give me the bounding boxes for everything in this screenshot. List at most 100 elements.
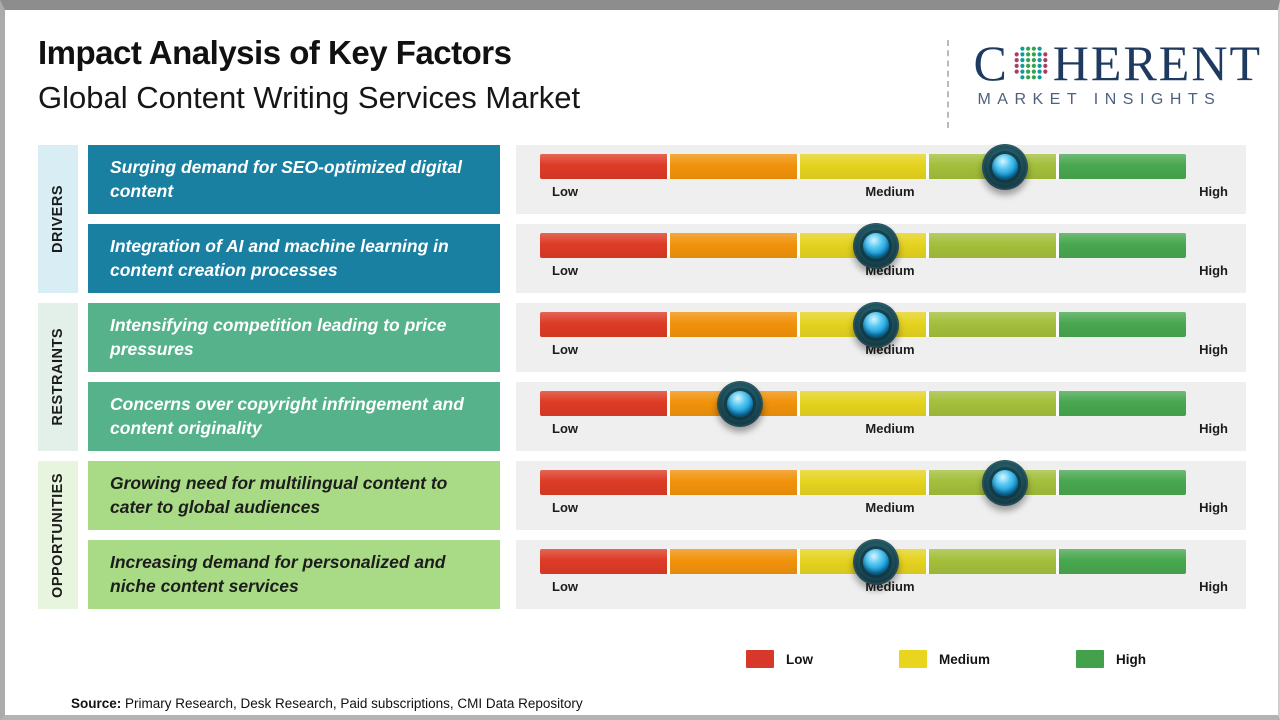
dashed-divider [947,40,950,128]
brand-logo: C HERENT MARKET INSIGHTS [947,38,1262,128]
impact-scale-bar [540,470,1186,495]
scale-label-low: Low [552,500,578,515]
marker-core [992,153,1019,180]
group-opportunities: OPPORTUNITIES Growing need for multiling… [38,459,1246,609]
category-strip-drivers: DRIVERS [38,145,78,293]
impact-scale-bar [540,549,1186,574]
impact-slider-marker[interactable] [982,143,1029,190]
scale-label-high: High [1199,263,1228,278]
scale-segment [666,312,797,337]
scale-label-medium: Medium [865,579,915,594]
factor-text: Growing need for multilingual content to… [110,473,448,517]
scale-label-high: High [1199,342,1228,357]
impact-scale-bar [540,312,1186,337]
legend-label: High [1116,651,1146,667]
page-subtitle: Global Content Writing Services Market [38,80,581,115]
impact-bar-panel: Low Medium High [516,301,1246,372]
legend-swatch-medium [898,650,927,668]
scale-segment [540,233,667,258]
scale-segment [666,233,797,258]
legend-label: Low [785,651,813,667]
scale-segment [540,549,667,574]
scale-segment [540,154,667,179]
globe-dots-icon [1014,46,1048,80]
scale-label-low: Low [552,184,578,199]
factor-box: Intensifying competition leading to pric… [88,303,500,372]
scale-label-medium: Medium [865,500,915,515]
scale-segment [926,312,1057,337]
factor-text: Surging demand for SEO-optimized digital… [110,157,462,201]
scale-label-low: Low [552,579,578,594]
scale-label-high: High [1199,184,1228,199]
factor-text: Intensifying competition leading to pric… [110,315,447,359]
scale-label-medium: Medium [865,184,915,199]
scale-label-low: Low [552,263,578,278]
legend-item-medium: Medium [898,650,990,668]
category-label: OPPORTUNITIES [50,472,66,598]
factor-text: Concerns over copyright infringement and… [110,394,464,438]
legend-item-high: High [1076,650,1146,668]
factor-box: Surging demand for SEO-optimized digital… [88,145,500,214]
title-block: Impact Analysis of Key Factors Global Co… [38,34,580,116]
factor-box: Increasing demand for personalized and n… [88,540,500,609]
scale-label-low: Low [552,421,578,436]
legend-swatch-low [745,650,774,668]
marker-core [727,390,754,417]
scale-segment [926,391,1057,416]
group-drivers: DRIVERS Surging demand for SEO-optimized… [38,143,1246,293]
impact-scale-bar [540,154,1186,179]
scale-segment [540,470,667,495]
factor-box: Integration of AI and machine learning i… [88,224,500,293]
legend-swatch-high [1076,650,1104,668]
impact-slider-marker[interactable] [852,538,899,585]
scale-segment [796,391,927,416]
page-title: Impact Analysis of Key Factors [38,34,512,71]
scale-segment [796,154,927,179]
scale-segment [1056,233,1186,258]
category-strip-opportunities: OPPORTUNITIES [38,461,78,609]
scale-segment [666,470,797,495]
impact-bar-panel: Low Medium High [516,538,1246,609]
marker-core [862,548,889,575]
scale-label-low: Low [552,342,578,357]
scale-segment [926,549,1057,574]
impact-scale-bar [540,391,1186,416]
logo-letters-herent: HERENT [1052,35,1262,91]
scale-label-medium: Medium [865,342,915,357]
scale-label-high: High [1199,421,1228,436]
scale-segment [926,233,1057,258]
header: Impact Analysis of Key Factors Global Co… [5,10,1278,128]
impact-slider-marker[interactable] [982,459,1029,506]
source-text: Primary Research, Desk Research, Paid su… [121,696,583,711]
category-label: RESTRAINTS [50,328,66,426]
scale-segment [540,312,667,337]
category-label: DRIVERS [50,185,66,253]
factor-box: Concerns over copyright infringement and… [88,382,500,451]
logo-tagline: MARKET INSIGHTS [977,91,1222,108]
marker-core [862,311,889,338]
legend-item-low: Low [745,650,813,668]
factor-text: Integration of AI and machine learning i… [110,236,449,280]
impact-slider-marker[interactable] [852,222,899,269]
scale-label-medium: Medium [865,263,915,278]
group-restraints: RESTRAINTS Intensifying competition lead… [38,301,1246,451]
scale-segment [666,549,797,574]
impact-slider-marker[interactable] [852,301,899,348]
scale-label-high: High [1199,500,1228,515]
source-prefix: Source: [71,696,122,711]
logo-letter-c: C [973,35,1009,91]
impact-slider-marker[interactable] [717,380,764,427]
impact-bar-panel: Low Medium High [516,380,1246,451]
scale-segment [1056,312,1186,337]
scale-segment [666,154,797,179]
impact-analysis-body: DRIVERS Surging demand for SEO-optimized… [5,128,1278,711]
source-line: Source: Primary Research, Desk Research,… [71,696,1246,711]
scale-segment [1056,470,1186,495]
impact-bar-panel: Low Medium High [516,143,1246,214]
marker-core [862,232,889,259]
logo-wordmark: C HERENT [973,38,1262,88]
scale-label-high: High [1199,579,1228,594]
factor-box: Growing need for multilingual content to… [88,461,500,530]
scale-segment [1056,549,1186,574]
